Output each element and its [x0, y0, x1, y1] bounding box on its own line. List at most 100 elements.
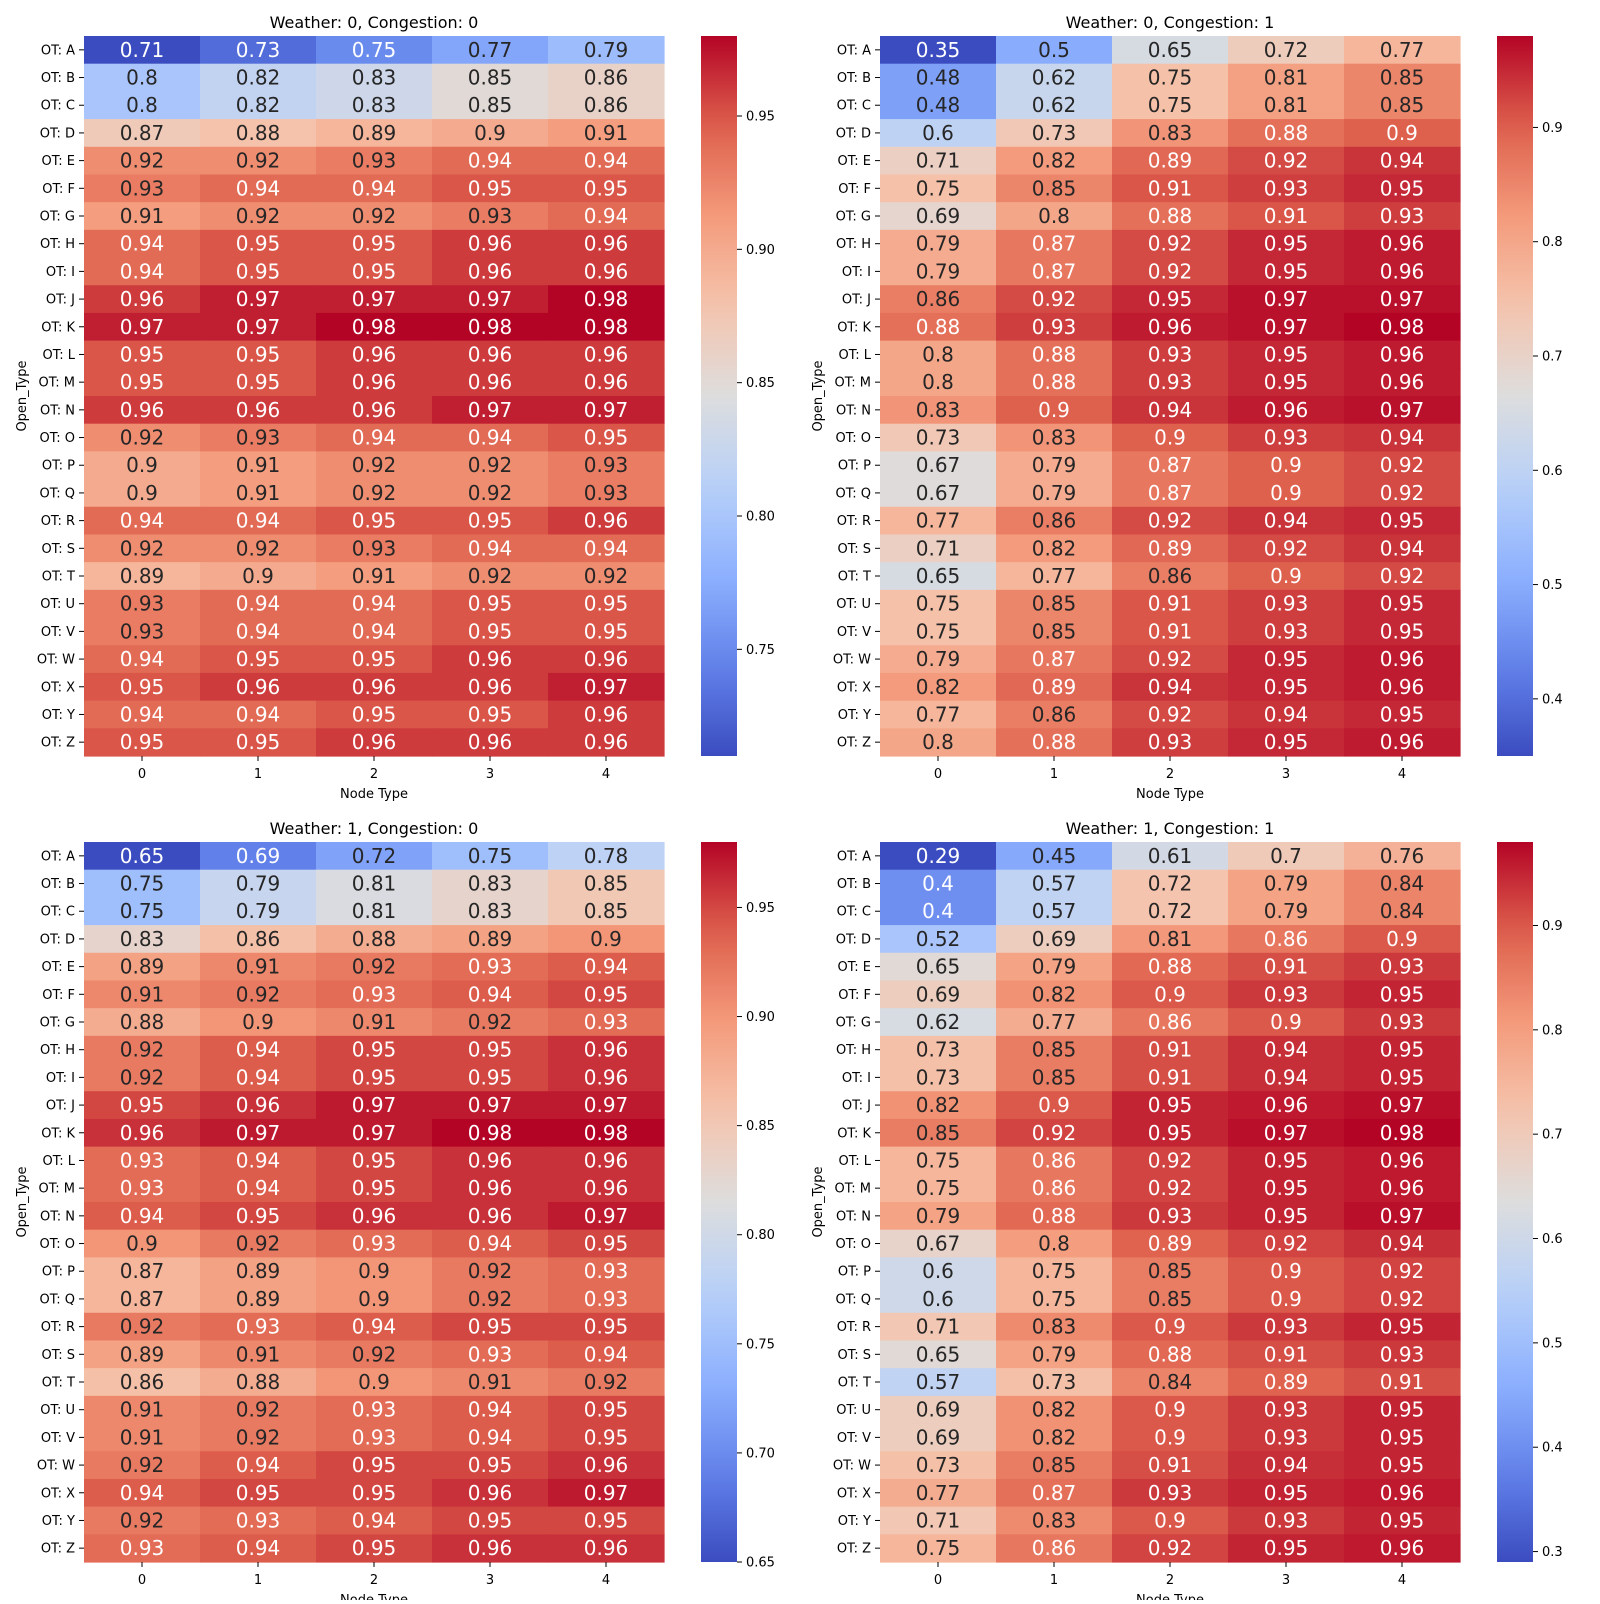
chart-title: Weather: 0, Congestion: 0	[270, 13, 479, 32]
cell-value-label: 0.69	[236, 844, 281, 868]
y-tick-label: OT: M	[835, 376, 871, 391]
heatmap-cell	[1228, 1035, 1345, 1065]
heatmap-cell	[880, 728, 997, 757]
cell-value-label: 0.95	[468, 509, 513, 533]
heatmap-cell	[84, 1478, 201, 1508]
cell-value-label: 0.88	[1032, 342, 1077, 366]
cell-value-label: 0.95	[468, 1038, 513, 1062]
heatmap-cell	[316, 63, 433, 92]
y-axis-label: Open_Type	[15, 1166, 30, 1237]
cell-value-label: 0.94	[352, 426, 397, 450]
colorbar	[701, 842, 737, 1562]
heatmap-cell	[84, 1395, 201, 1425]
cell-value-label: 0.85	[1032, 1453, 1077, 1477]
heatmap-cell	[880, 562, 997, 591]
heatmap-cell	[1112, 1395, 1229, 1425]
cell-value-label: 0.92	[352, 955, 397, 979]
heatmap-cell	[1344, 952, 1461, 982]
heatmap-cell	[1344, 174, 1461, 203]
cell-value-label: 0.75	[916, 176, 961, 200]
cell-value-label: 0.96	[1380, 1481, 1425, 1505]
colorbar-tick-label: 0.65	[746, 1556, 775, 1571]
heatmap-cell	[996, 451, 1113, 480]
x-tick-label: 4	[1398, 1573, 1406, 1588]
heatmap-cell	[1344, 869, 1461, 898]
heatmap-cell	[200, 1035, 317, 1065]
heatmap-cell	[880, 396, 997, 425]
cell-value-label: 0.85	[1380, 93, 1425, 117]
heatmap-cell	[548, 1506, 665, 1535]
cell-value-label: 0.96	[1380, 1176, 1425, 1200]
cell-value-label: 0.82	[1032, 149, 1077, 173]
cell-value-label: 0.67	[916, 481, 961, 505]
cell-value-label: 0.94	[120, 1481, 165, 1505]
y-tick-label: OT: Y	[42, 1514, 75, 1529]
cell-value-label: 0.98	[1380, 1121, 1425, 1145]
y-tick-label: OT: W	[833, 653, 871, 668]
heatmap-cell	[880, 1312, 997, 1342]
y-tick-label: OT: T	[838, 1376, 871, 1391]
heatmap-cell	[200, 589, 317, 619]
heatmap-cell	[880, 312, 997, 342]
cell-value-label: 0.83	[1032, 1315, 1077, 1339]
heatmap-cell	[1344, 1257, 1461, 1286]
cell-value-label: 0.89	[1148, 149, 1193, 173]
heatmap-cell	[1228, 119, 1345, 148]
heatmap-cell	[1344, 842, 1461, 871]
heatmap-cell	[84, 1423, 201, 1452]
cell-value-label: 0.93	[584, 453, 629, 477]
cell-value-label: 0.96	[468, 342, 513, 366]
heatmap-cell	[432, 1063, 549, 1092]
cell-value-label: 0.65	[916, 1342, 961, 1366]
heatmap-cell	[880, 672, 997, 702]
heatmap-cell	[84, 700, 201, 729]
cell-value-label: 0.83	[352, 66, 397, 90]
heatmap-cell	[316, 1202, 433, 1231]
heatmap-cell	[84, 36, 201, 65]
heatmap-cell	[1112, 925, 1229, 954]
y-tick-label: OT: W	[37, 653, 75, 668]
cell-value-label: 0.77	[468, 38, 513, 62]
heatmap-cell	[996, 1257, 1113, 1286]
heatmap-cell	[432, 202, 549, 231]
cell-value-label: 0.91	[236, 453, 281, 477]
cell-value-label: 0.95	[1148, 1121, 1193, 1145]
heatmap-cell	[880, 479, 997, 508]
cell-value-label: 0.79	[584, 38, 629, 62]
cell-value-label: 0.92	[236, 536, 281, 560]
heatmap-cell	[316, 229, 433, 259]
cell-value-label: 0.93	[352, 1232, 397, 1256]
heatmap-cell	[548, 146, 665, 176]
heatmap-cell	[996, 728, 1113, 757]
heatmap-cell	[1112, 842, 1229, 871]
heatmap-cell	[1112, 562, 1229, 591]
heatmap-cell	[200, 36, 317, 65]
cell-value-label: 0.95	[1264, 232, 1309, 256]
cell-value-label: 0.9	[242, 564, 274, 588]
heatmap-cell	[84, 897, 201, 926]
cell-value-label: 0.92	[120, 1038, 165, 1062]
heatmap-cell	[996, 562, 1113, 591]
cell-value-label: 0.82	[916, 675, 961, 699]
y-tick-label: OT: Z	[41, 1542, 75, 1557]
cell-value-label: 0.88	[1032, 1204, 1077, 1228]
y-tick-label: OT: B	[41, 71, 75, 86]
heatmap-cell	[84, 229, 201, 259]
x-tick-label: 3	[1282, 1573, 1290, 1588]
heatmap-cell	[548, 479, 665, 508]
cell-value-label: 0.96	[584, 730, 629, 754]
cell-value-label: 0.96	[584, 647, 629, 671]
cell-value-label: 0.95	[584, 982, 629, 1006]
y-tick-label: OT: C	[837, 905, 871, 920]
heatmap-cell	[880, 63, 997, 92]
y-tick-label: OT: V	[41, 1431, 75, 1446]
cell-value-label: 0.79	[1032, 481, 1077, 505]
heatmap-cell	[996, 257, 1113, 286]
heatmap-cell	[84, 479, 201, 508]
cell-value-label: 0.89	[120, 1342, 165, 1366]
cell-value-label: 0.95	[352, 232, 397, 256]
y-tick-label: OT: Q	[836, 1292, 872, 1307]
heatmap-cell	[84, 63, 201, 92]
heatmap-cell	[432, 1534, 549, 1563]
heatmap-cell	[316, 1368, 433, 1397]
